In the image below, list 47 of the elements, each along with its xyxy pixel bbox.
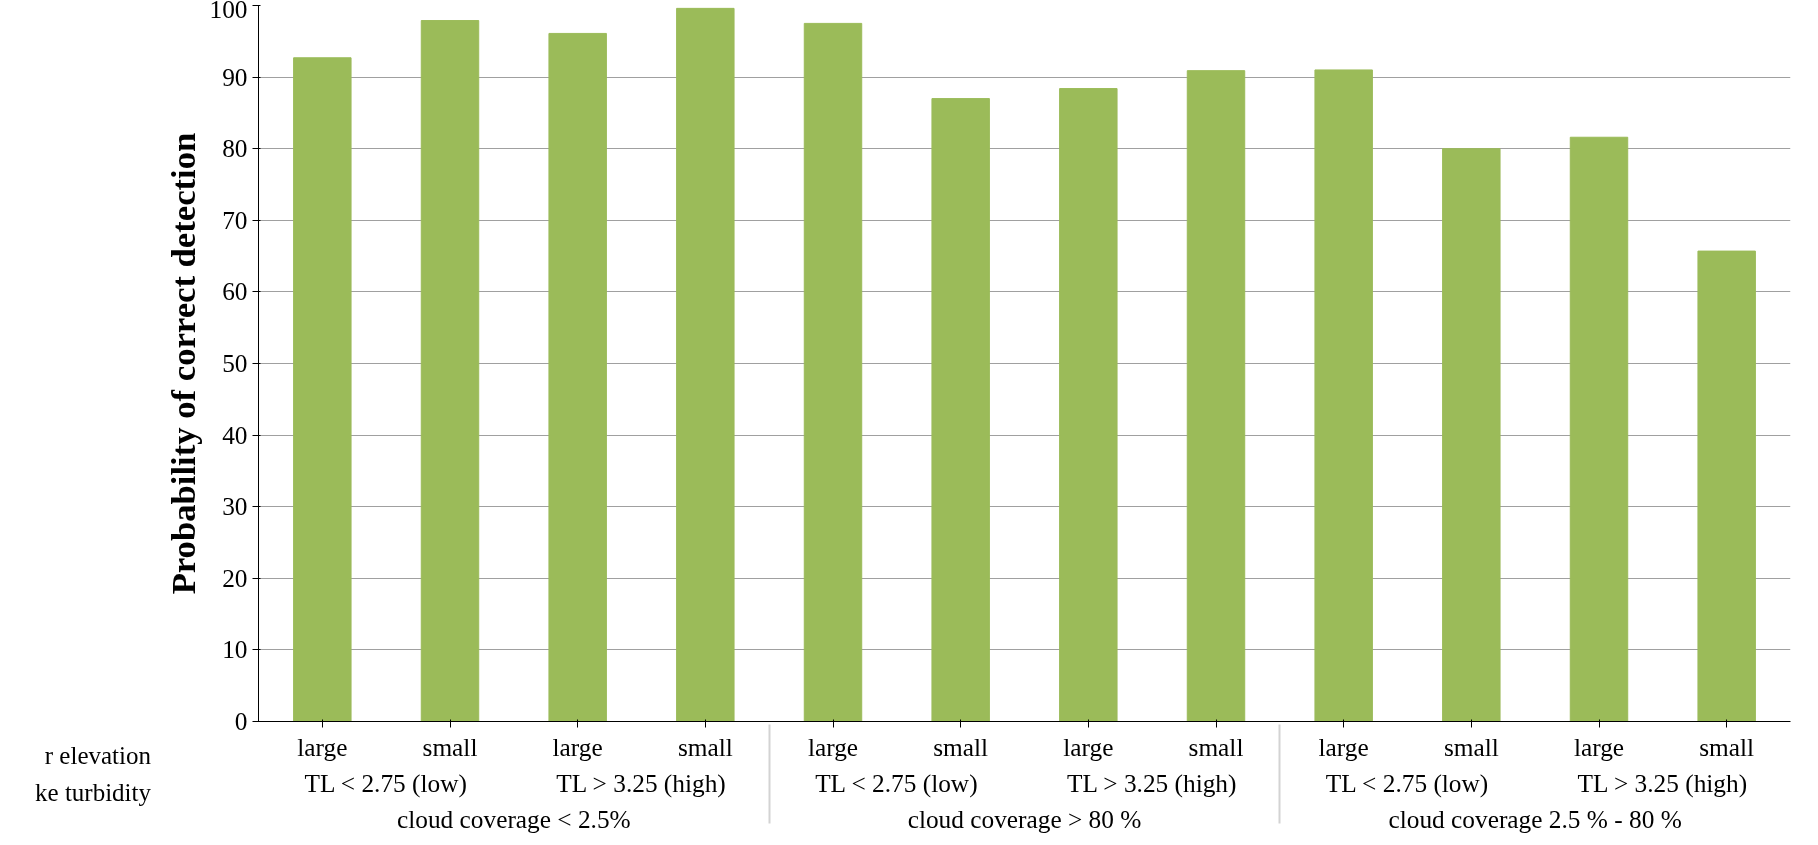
y-tick-label: 20 bbox=[222, 563, 248, 592]
category-label: large bbox=[552, 732, 603, 761]
category-label: TL > 3.25 (high) bbox=[556, 768, 726, 797]
category-label: small bbox=[1188, 732, 1244, 761]
category-label: cloud coverage 2.5 % - 80 % bbox=[1388, 804, 1682, 833]
category-label: large bbox=[807, 732, 859, 761]
bar bbox=[1059, 88, 1118, 722]
category-label: small bbox=[677, 732, 733, 761]
category-label: TL > 3.25 (high) bbox=[1577, 768, 1748, 797]
bar bbox=[1697, 250, 1756, 722]
category-label: large bbox=[1318, 732, 1369, 761]
y-tick-label: 60 bbox=[222, 277, 248, 306]
y-tick-label: 50 bbox=[222, 349, 248, 377]
category-label: small bbox=[1443, 732, 1499, 761]
category-label: TL > 3.25 (high) bbox=[1066, 768, 1237, 797]
category-label: cloud coverage > 80 % bbox=[907, 804, 1142, 833]
y-tick-label: 80 bbox=[222, 134, 248, 163]
y-tick-label: 70 bbox=[222, 205, 248, 234]
y-tick-label: 100 bbox=[209, 0, 248, 23]
category-label: small bbox=[1699, 732, 1755, 761]
category-label: small bbox=[933, 732, 989, 761]
y-tick-label: 10 bbox=[222, 635, 248, 664]
bar bbox=[1442, 148, 1501, 722]
bar bbox=[1569, 136, 1629, 722]
bar bbox=[420, 20, 480, 722]
y-tick-label: 40 bbox=[222, 420, 248, 449]
y-axis-title: Probability of correct detection bbox=[163, 132, 202, 595]
bar bbox=[931, 98, 990, 722]
bar bbox=[803, 22, 863, 722]
category-label: small bbox=[422, 732, 478, 761]
bar bbox=[676, 7, 735, 722]
category-label: large bbox=[1573, 732, 1625, 761]
text: ke turbidity bbox=[35, 778, 151, 808]
category-label: TL < 2.75 (low) bbox=[1325, 768, 1489, 797]
y-tick-label: 30 bbox=[222, 492, 248, 521]
category-label: large bbox=[1063, 732, 1114, 761]
bar bbox=[293, 57, 352, 722]
bar bbox=[548, 32, 607, 722]
category-label: TL < 2.75 (low) bbox=[815, 768, 978, 797]
category-label: cloud coverage < 2.5% bbox=[396, 804, 631, 833]
category-label: large bbox=[297, 732, 348, 761]
y-tick-label: 90 bbox=[222, 62, 248, 91]
text: r elevation bbox=[44, 741, 151, 771]
category-label: TL < 2.75 (low) bbox=[304, 768, 467, 797]
y-tick-label: 0 bbox=[234, 707, 248, 735]
bar bbox=[1314, 69, 1373, 722]
bar bbox=[1186, 70, 1246, 722]
